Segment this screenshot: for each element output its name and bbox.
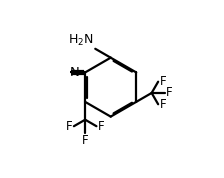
Text: N: N (69, 66, 79, 79)
Text: F: F (82, 134, 88, 147)
Text: $\mathregular{H_2N}$: $\mathregular{H_2N}$ (68, 33, 94, 48)
Text: F: F (159, 75, 166, 88)
Text: F: F (66, 120, 73, 133)
Text: F: F (166, 87, 173, 100)
Text: F: F (98, 120, 104, 133)
Text: F: F (159, 98, 166, 111)
